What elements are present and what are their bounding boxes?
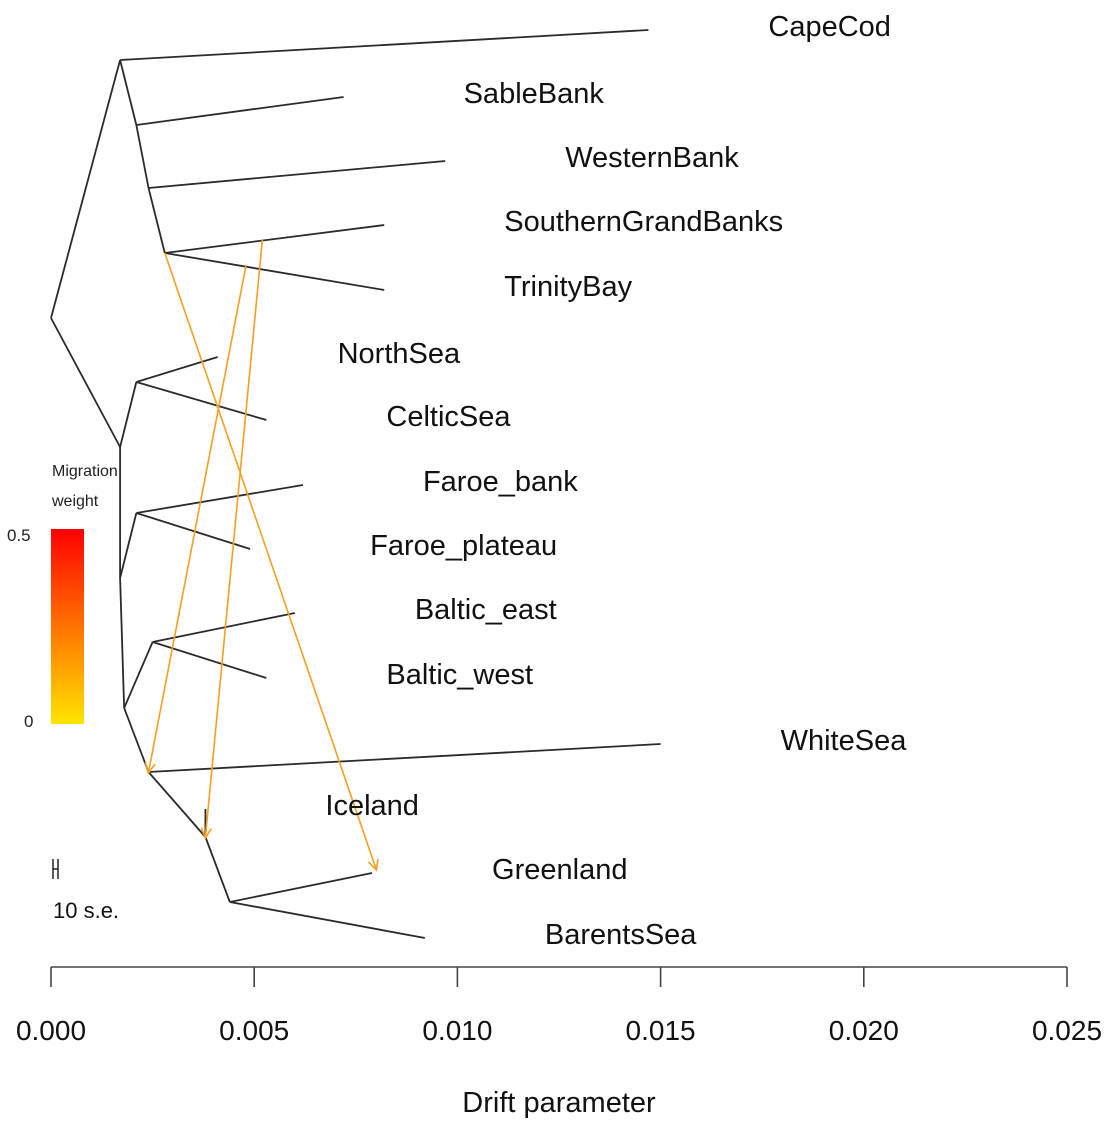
tree-edge-nEur-nNS <box>119 381 138 448</box>
legend-color-bar <box>51 529 84 724</box>
tree-edge-nA-nB <box>119 59 138 126</box>
migration-edges <box>149 239 377 869</box>
x-axis-title: Drift parameter <box>462 1087 656 1119</box>
leaf-labels: CapeCod SableBank WesternBank SouthernGrand… <box>325 11 907 951</box>
leaf-edge-faroe_bank <box>136 484 304 514</box>
leaf-edge-celticsea <box>136 381 267 421</box>
leaf-edge-northsea <box>136 356 218 383</box>
legend-title-line1: Migration <box>52 463 118 480</box>
leaf-label-trinitybay: TrinityBay <box>504 271 632 303</box>
tree-edge-root-nEur <box>50 317 121 448</box>
tree-edge-nBal0-nWS <box>123 707 150 773</box>
leaf-label-westernbank: WesternBank <box>565 142 739 174</box>
legend-max-label: 0.5 <box>7 526 31 545</box>
leaf-edge-westernbank <box>148 160 446 189</box>
leaf-label-greenland: Greenland <box>492 854 627 886</box>
tree-edge-nIce-nGB <box>204 836 231 903</box>
leaf-edge-sablebank <box>136 96 344 126</box>
legend-min-label: 0 <box>24 712 33 731</box>
tree-edge-nWS-nIce <box>147 771 207 838</box>
leaf-edge-faroe_plateau <box>136 512 251 550</box>
se-scale-bar: 10 s.e. <box>52 859 119 923</box>
leaf-label-iceland: Iceland <box>325 790 419 822</box>
migration-legend: Migration weight 0.5 0 <box>7 463 118 731</box>
tree-edge-nBal0-nBal <box>123 641 154 709</box>
tree-edge-nFar0-nFar <box>119 512 138 579</box>
migration-arrow-1 <box>164 252 376 869</box>
leaf-edge-baltic_east <box>152 612 296 643</box>
migration-arrow-2 <box>149 264 247 772</box>
tree-edge-nB-nC <box>135 124 150 189</box>
tree-edge-root-nA <box>50 59 121 319</box>
tree-edge-nC-nD <box>147 187 166 254</box>
leaf-label-baltic_west: Baltic_west <box>386 659 533 691</box>
leaf-label-southerngrandbanks: SouthernGrandBanks <box>504 206 783 238</box>
leaf-label-baltic_east: Baltic_east <box>415 594 557 626</box>
leaf-label-northsea: NorthSea <box>338 338 461 370</box>
leaf-edge-trinitybay <box>164 252 385 291</box>
leaf-edge-baltic_west <box>152 641 267 679</box>
leaf-label-barentssea: BarentsSea <box>545 919 697 951</box>
x-tick-label-5: 0.025 <box>1032 1015 1102 1046</box>
x-tick-label-3: 0.015 <box>626 1015 696 1046</box>
x-tick-label-1: 0.005 <box>219 1015 289 1046</box>
leaf-label-celticsea: CelticSea <box>386 401 511 433</box>
leaf-label-faroe_plateau: Faroe_plateau <box>370 530 557 562</box>
x-axis: 0.000 0.005 0.010 0.015 0.020 0.025 <box>16 966 1102 1046</box>
leaf-edge-barentssea <box>229 901 426 939</box>
x-tick-label-2: 0.010 <box>422 1015 492 1046</box>
tree-edges <box>50 29 661 939</box>
x-tick-label-0: 0.000 <box>16 1015 86 1046</box>
leaf-edge-greenland <box>229 872 373 903</box>
se-scale-label: 10 s.e. <box>53 898 119 923</box>
legend-title-line2: weight <box>51 493 99 510</box>
leaf-edge-capecod <box>120 29 649 61</box>
leaf-label-sablebank: SableBank <box>464 78 605 110</box>
x-tick-label-4: 0.020 <box>829 1015 899 1046</box>
leaf-edge-whitesea <box>148 743 661 773</box>
leaf-edge-southerngrandbanks <box>164 224 385 254</box>
leaf-label-capecod: CapeCod <box>768 11 891 43</box>
migration-arrow-3 <box>205 239 264 837</box>
tree-edge-nFar0-nBal0 <box>119 577 126 709</box>
leaf-label-whitesea: WhiteSea <box>781 725 908 757</box>
leaf-label-faroe_bank: Faroe_bank <box>423 466 578 498</box>
